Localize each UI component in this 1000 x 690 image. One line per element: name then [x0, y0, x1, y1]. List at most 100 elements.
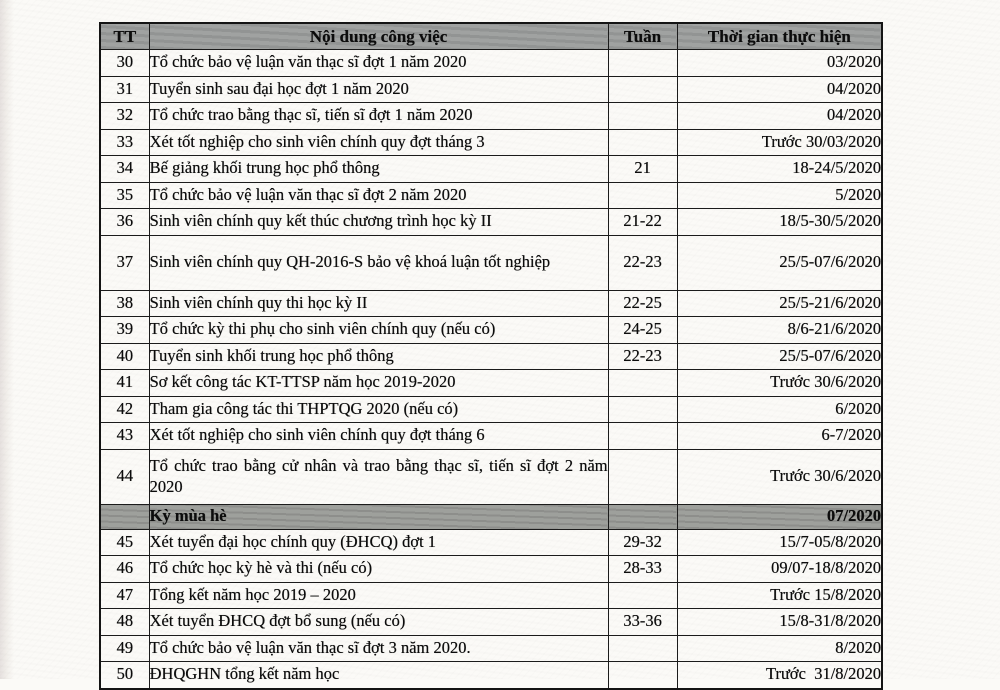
task-content-cell: Xét tuyển đại học chính quy (ĐHCQ) đợt 1 [148, 528, 609, 556]
row-number-cell: 45 [99, 528, 150, 556]
column-header-content: Nội dung công việc [148, 22, 609, 50]
time-cell: 03/2020 [676, 49, 883, 77]
task-content-cell: Sinh viên chính quy QH-2016-S bảo vệ kho… [148, 234, 609, 291]
row-number-cell: 39 [99, 316, 150, 344]
task-content-cell: Tổ chức kỳ thi phụ cho sinh viên chính q… [148, 316, 609, 344]
row-number-cell [99, 503, 150, 530]
row-number-cell: 35 [99, 181, 150, 209]
table-row: 46 Tổ chức học kỳ hè và thi (nếu có) 28-… [99, 555, 883, 583]
table-row: 32 Tổ chức trao bằng thạc sĩ, tiến sĩ đợ… [99, 102, 883, 130]
week-cell [607, 422, 678, 450]
table-row: 44 Tổ chức trao bằng cử nhân và trao bằn… [99, 448, 883, 505]
task-content-cell: Tuyển sinh sau đại học đợt 1 năm 2020 [148, 75, 609, 103]
week-cell: 21-22 [607, 208, 678, 236]
table-row: 47 Tổng kết năm học 2019 – 2020 Trước 15… [99, 581, 883, 609]
row-number-cell: 34 [99, 155, 150, 183]
task-content-cell: Tham gia công tác thi THPTQG 2020 (nếu c… [148, 395, 609, 423]
table-row: 49 Tổ chức bảo vệ luận văn thạc sĩ đợt 3… [99, 634, 883, 662]
table-row: 45 Xét tuyển đại học chính quy (ĐHCQ) đợ… [99, 528, 883, 556]
column-header-week: Tuần [607, 22, 678, 50]
table-header-row: TT Nội dung công việc Tuần Thời gian thự… [99, 22, 883, 50]
column-header-tt: TT [99, 22, 150, 50]
week-cell: 29-32 [607, 528, 678, 556]
row-number-cell: 41 [99, 369, 150, 397]
scan-edge-shadow [0, 0, 14, 679]
time-cell: 04/2020 [676, 75, 883, 103]
task-content-cell: Tổng kết năm học 2019 – 2020 [148, 581, 609, 609]
table-row: Kỳ mùa hè 07/2020 [99, 503, 883, 530]
time-cell: 15/7-05/8/2020 [676, 528, 883, 556]
task-content-cell: Sinh viên chính quy thi học kỳ II [148, 289, 609, 317]
time-cell: 18/5-30/5/2020 [676, 208, 883, 236]
time-cell: 18-24/5/2020 [676, 155, 883, 183]
week-cell [607, 395, 678, 423]
table-row: 42 Tham gia công tác thi THPTQG 2020 (nế… [99, 395, 883, 423]
table-row: 30 Tổ chức bảo vệ luận văn thạc sĩ đợt 1… [99, 49, 883, 77]
week-cell: 22-23 [607, 234, 678, 291]
row-number-cell: 40 [99, 342, 150, 370]
row-number-cell: 50 [99, 661, 150, 689]
row-number-cell: 37 [99, 234, 150, 291]
task-content-cell: Tuyển sinh khối trung học phổ thông [148, 342, 609, 370]
week-cell: 33-36 [607, 608, 678, 636]
table-row: 33 Xét tốt nghiệp cho sinh viên chính qu… [99, 128, 883, 156]
time-cell: 25/5-07/6/2020 [676, 234, 883, 291]
week-cell [607, 634, 678, 662]
task-content-cell: Tổ chức trao bằng thạc sĩ, tiến sĩ đợt 1… [148, 102, 609, 130]
task-content-cell: Xét tốt nghiệp cho sinh viên chính quy đ… [148, 128, 609, 156]
table-row: 34 Bế giảng khối trung học phổ thông 21 … [99, 155, 883, 183]
table-row: 37 Sinh viên chính quy QH-2016-S bảo vệ … [99, 234, 883, 291]
row-number-cell: 44 [99, 448, 150, 505]
time-cell: 8/6-21/6/2020 [676, 316, 883, 344]
row-number-cell: 42 [99, 395, 150, 423]
table-row: 35 Tổ chức bảo vệ luận văn thạc sĩ đợt 2… [99, 181, 883, 209]
time-cell: 07/2020 [676, 503, 883, 530]
column-header-time: Thời gian thực hiện [676, 22, 883, 50]
row-number-cell: 48 [99, 608, 150, 636]
time-cell: 04/2020 [676, 102, 883, 130]
row-number-cell: 49 [99, 634, 150, 662]
task-content-cell: Xét tuyển ĐHCQ đợt bổ sung (nếu có) [148, 608, 609, 636]
task-content-cell: Sinh viên chính quy kết thúc chương trìn… [148, 208, 609, 236]
week-cell [607, 581, 678, 609]
row-number-cell: 47 [99, 581, 150, 609]
time-cell: Trước 31/8/2020 [676, 661, 883, 689]
row-number-cell: 31 [99, 75, 150, 103]
week-cell [607, 661, 678, 689]
task-content-cell: Kỳ mùa hè [148, 503, 609, 530]
table-row: 36 Sinh viên chính quy kết thúc chương t… [99, 208, 883, 236]
row-number-cell: 43 [99, 422, 150, 450]
time-cell: 8/2020 [676, 634, 883, 662]
schedule-table: TT Nội dung công việc Tuần Thời gian thự… [99, 22, 883, 690]
week-cell: 24-25 [607, 316, 678, 344]
week-cell: 28-33 [607, 555, 678, 583]
row-number-cell: 33 [99, 128, 150, 156]
week-cell [607, 503, 678, 530]
table-row: 39 Tổ chức kỳ thi phụ cho sinh viên chín… [99, 316, 883, 344]
time-cell: 6/2020 [676, 395, 883, 423]
week-cell [607, 181, 678, 209]
week-cell [607, 369, 678, 397]
time-cell: 25/5-07/6/2020 [676, 342, 883, 370]
task-content-cell: Bế giảng khối trung học phổ thông [148, 155, 609, 183]
week-cell [607, 75, 678, 103]
row-number-cell: 30 [99, 49, 150, 77]
task-content-cell: Xét tốt nghiệp cho sinh viên chính quy đ… [148, 422, 609, 450]
time-cell: Trước 30/6/2020 [676, 448, 883, 505]
week-cell [607, 49, 678, 77]
task-content-cell: ĐHQGHN tổng kết năm học [148, 661, 609, 689]
time-cell: Trước 30/03/2020 [676, 128, 883, 156]
time-cell: 09/07-18/8/2020 [676, 555, 883, 583]
table-row: 48 Xét tuyển ĐHCQ đợt bổ sung (nếu có) 3… [99, 608, 883, 636]
week-cell [607, 102, 678, 130]
task-content-cell: Tổ chức học kỳ hè và thi (nếu có) [148, 555, 609, 583]
time-cell: Trước 30/6/2020 [676, 369, 883, 397]
table-row: 43 Xét tốt nghiệp cho sinh viên chính qu… [99, 422, 883, 450]
time-cell: 5/2020 [676, 181, 883, 209]
task-content-cell: Tổ chức bảo vệ luận văn thạc sĩ đợt 3 nă… [148, 634, 609, 662]
task-content-cell: Tổ chức bảo vệ luận văn thạc sĩ đợt 2 nă… [148, 181, 609, 209]
row-number-cell: 46 [99, 555, 150, 583]
row-number-cell: 36 [99, 208, 150, 236]
table-row: 50 ĐHQGHN tổng kết năm học Trước 31/8/20… [99, 661, 883, 689]
row-number-cell: 38 [99, 289, 150, 317]
